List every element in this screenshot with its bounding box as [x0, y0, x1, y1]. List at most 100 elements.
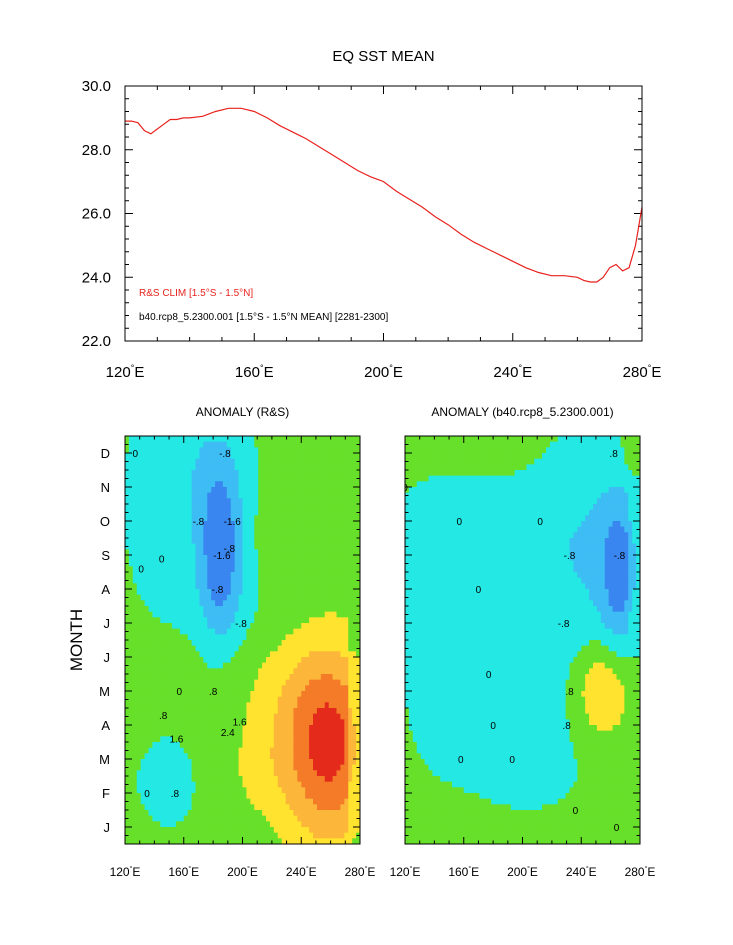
contour-cell: [175, 543, 181, 550]
contour-cell: [262, 759, 267, 766]
contour-cell: [269, 441, 275, 448]
contour-cell: [238, 679, 244, 686]
contour-cell: [305, 436, 310, 443]
contour-cell: [336, 475, 342, 482]
contour-cell: [293, 481, 298, 488]
contour-cell: [277, 747, 283, 754]
contour-cell: [258, 725, 263, 732]
contour-cell: [340, 742, 345, 749]
contour-cell: [293, 759, 298, 766]
contour-cell: [250, 747, 255, 754]
contour-cell: [289, 668, 295, 675]
contour-cell: [628, 441, 633, 448]
x-tick-label: 120°E: [110, 865, 141, 879]
contour-cell: [340, 674, 345, 681]
contour-cell: [238, 634, 244, 641]
contour-cell: [203, 696, 208, 703]
contour-cell: [222, 776, 228, 783]
contour-cell: [324, 747, 330, 754]
contour-cell: [215, 679, 220, 686]
contour-cell: [238, 572, 244, 579]
contour-cell: [207, 753, 212, 760]
contour-cell: [277, 725, 283, 732]
contour-cell: [234, 725, 240, 732]
contour-cell: [273, 594, 279, 601]
contour-cell: [324, 730, 330, 737]
contour-cell: [301, 611, 306, 618]
contour-cell: [348, 691, 353, 698]
contour-cell: [128, 515, 134, 522]
contour-cell: [140, 560, 146, 567]
contour-cell: [352, 685, 357, 692]
contour-cell: [542, 436, 547, 443]
contour-cell: [258, 730, 263, 737]
contour-cell: [172, 521, 177, 528]
contour-cell: [164, 583, 169, 590]
contour-cell: [125, 827, 130, 834]
contour-cell: [324, 702, 330, 709]
contour-cell: [301, 583, 306, 590]
contour-cell: [348, 594, 353, 601]
contour-cell: [125, 742, 130, 749]
contour-cell: [313, 781, 318, 788]
contour-cell: [226, 662, 232, 669]
contour-cell: [183, 606, 189, 613]
contour-cell: [246, 793, 251, 800]
contour-cell: [266, 526, 271, 533]
contour-cell: [230, 475, 236, 482]
contour-cell: [183, 747, 189, 754]
contour-cell: [324, 623, 330, 630]
contour-cell: [262, 555, 267, 562]
contour-cell: [156, 719, 161, 726]
contour-cell: [219, 827, 224, 834]
contour-cell: [356, 691, 360, 698]
contour-cell: [301, 606, 306, 613]
contour-cell: [336, 577, 342, 584]
contour-cell: [226, 600, 232, 607]
contour-cell: [175, 759, 181, 766]
contour-cell: [285, 481, 291, 488]
contour-cell: [502, 464, 508, 471]
contour-cell: [316, 815, 322, 822]
contour-cell: [160, 611, 165, 618]
contour-cell: [222, 453, 228, 460]
contour-cell: [191, 742, 197, 749]
contour-cell: [172, 566, 177, 573]
contour-cell: [160, 832, 165, 839]
contour-cell: [604, 453, 610, 460]
contour-cell: [144, 623, 150, 630]
contour-cell: [266, 736, 271, 743]
contour-cell: [281, 708, 287, 715]
contour-cell: [424, 470, 430, 477]
contour-cell: [344, 441, 349, 448]
contour-cell: [187, 549, 193, 556]
contour-cell: [175, 453, 181, 460]
contour-cell: [199, 470, 204, 477]
contour-cell: [316, 475, 322, 482]
contour-cell: [266, 509, 271, 516]
contour-cell: [581, 464, 586, 471]
contour-cell: [144, 708, 150, 715]
contour-cell: [211, 696, 216, 703]
contour-cell: [336, 713, 342, 720]
contour-cell: [328, 481, 334, 488]
contour-cell: [324, 509, 330, 516]
contour-cell: [203, 577, 208, 584]
contour-cell: [148, 538, 154, 545]
contour-cell: [234, 793, 240, 800]
contour-cell: [289, 481, 295, 488]
contour-cell: [424, 458, 430, 465]
contour-cell: [140, 662, 146, 669]
contour-cell: [219, 447, 224, 454]
contour-cell: [301, 560, 306, 567]
contour-cell: [246, 810, 251, 817]
contour-cell: [132, 702, 138, 709]
contour-cell: [293, 566, 298, 573]
contour-cell: [132, 617, 138, 624]
contour-cell: [281, 617, 287, 624]
contour-cell: [172, 668, 177, 675]
contour-cell: [219, 708, 224, 715]
contour-cell: [471, 436, 477, 443]
contour-cell: [152, 725, 157, 732]
contour-cell: [344, 532, 349, 539]
